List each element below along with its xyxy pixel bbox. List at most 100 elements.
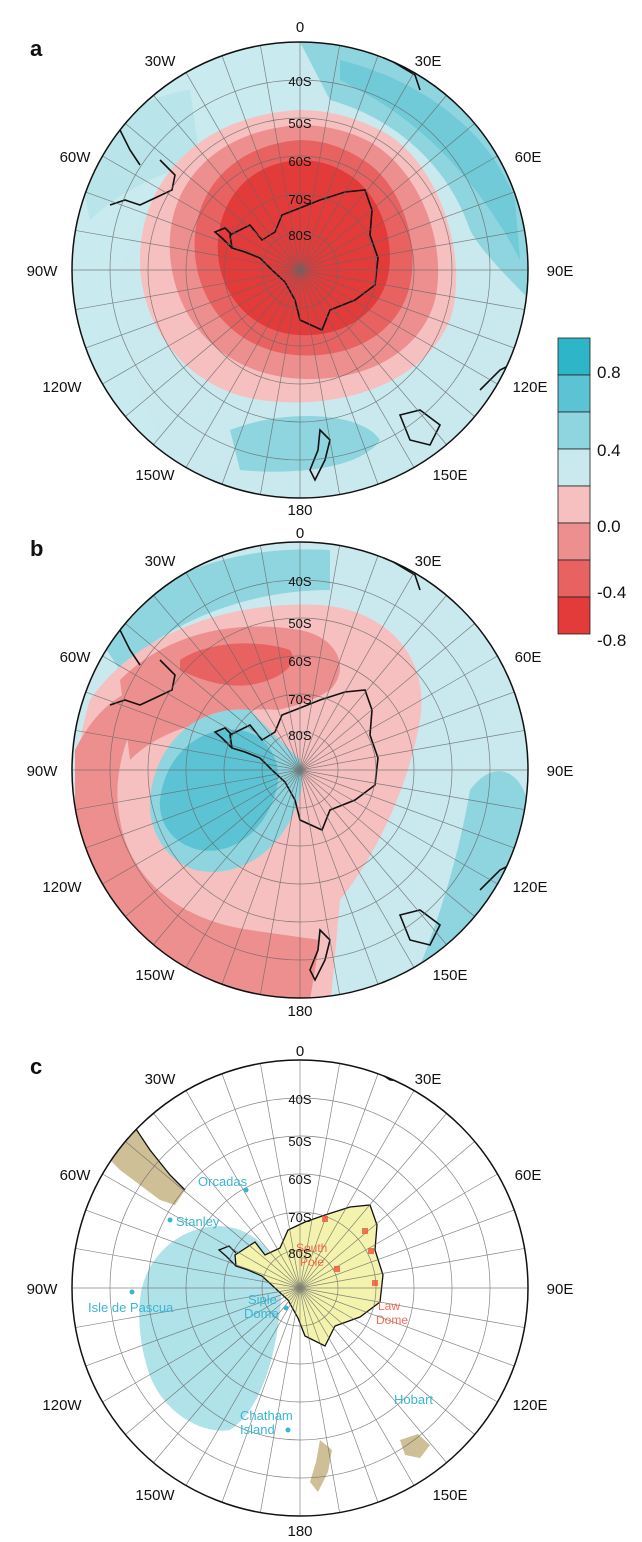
map-boundary-a — [71, 41, 529, 499]
site-label-orcadas: Orcadas — [198, 1174, 248, 1189]
station-dot-orcadas — [243, 1187, 249, 1193]
red-marker-3 — [368, 1248, 374, 1254]
meridian-line — [299, 623, 475, 771]
meridian-line — [299, 269, 447, 445]
meridian-line — [260, 1287, 301, 1513]
lon-label-0: 0 — [296, 1043, 304, 1060]
meridian-line — [260, 545, 301, 771]
lat-label-70s: 70S — [288, 692, 311, 707]
meridian-line — [299, 155, 498, 271]
lat-label-50s: 50S — [288, 1134, 311, 1149]
meridian-line — [85, 191, 301, 271]
meridian-line — [299, 1248, 525, 1289]
meridian-line — [299, 1287, 525, 1328]
meridian-line — [153, 1287, 301, 1463]
map-boundary-c — [71, 1059, 529, 1517]
site-label-siple-dome: Dome — [244, 1306, 279, 1321]
meridian-line — [299, 1287, 340, 1513]
lon-label-90w: 90W — [27, 263, 59, 280]
meridian-line — [299, 1141, 475, 1289]
meridian-line — [153, 95, 301, 271]
panel-letter-b: b — [30, 536, 43, 561]
meridian-line — [102, 269, 301, 385]
meridian-line — [102, 155, 301, 271]
lon-label-0: 0 — [296, 525, 304, 542]
lon-label-30e: 30E — [415, 53, 442, 70]
lat-label-40s: 40S — [288, 74, 311, 89]
meridian-line — [75, 269, 301, 310]
station-dot-isle — [129, 1289, 135, 1295]
meridian-line — [299, 230, 525, 271]
meridian-line — [299, 595, 447, 771]
lon-label-0: 0 — [296, 19, 304, 36]
meridian-line — [125, 769, 301, 917]
colorbar-label-0.8: 0.8 — [597, 363, 621, 382]
meridian-line — [153, 269, 301, 445]
meridian-line — [75, 769, 301, 810]
lon-label-60e: 60E — [515, 149, 542, 166]
lat-label-70s: 70S — [288, 1210, 311, 1225]
meridian-line — [299, 1287, 415, 1486]
lon-label-60w: 60W — [60, 649, 92, 666]
lat-label-50s: 50S — [288, 116, 311, 131]
lat-label-70s: 70S — [288, 192, 311, 207]
meridian-line — [299, 769, 475, 917]
lon-label-150e: 150E — [432, 1487, 467, 1504]
meridian-line — [85, 1287, 301, 1367]
meridian-line — [125, 623, 301, 771]
red-site-markers — [322, 1216, 378, 1286]
lon-label-120w: 120W — [42, 1397, 82, 1414]
meridian-line — [185, 269, 301, 468]
lon-label-180: 180 — [287, 1003, 312, 1020]
station-dot-siple — [283, 1305, 289, 1311]
site-label-siple: Siple — [248, 1292, 277, 1307]
meridian-line — [299, 72, 415, 271]
meridian-line — [299, 1287, 447, 1463]
site-label-isle-de-pascua: Isle de Pascua — [88, 1300, 174, 1315]
meridian-line — [299, 1287, 515, 1367]
lon-label-30w: 30W — [145, 53, 177, 70]
colorbar-label-neg0.4: -0.4 — [597, 583, 626, 602]
site-label-chatham: Chatham — [240, 1408, 293, 1423]
meridian-line — [299, 269, 515, 349]
meridian-line — [260, 769, 301, 995]
meridian-line — [299, 655, 498, 771]
meridian-line — [85, 1209, 301, 1289]
meridian-line — [85, 769, 301, 849]
lon-label-180: 180 — [287, 502, 312, 519]
meridian-line — [299, 269, 525, 310]
red-marker-2 — [362, 1228, 368, 1234]
meridian-line — [185, 1287, 301, 1486]
graticule-b — [72, 542, 528, 998]
meridian-line — [85, 691, 301, 771]
meridian-line — [102, 769, 301, 885]
lon-label-90e: 90E — [547, 1281, 574, 1298]
red-marker-4 — [372, 1280, 378, 1286]
lat-label-80s: 80S — [288, 1246, 311, 1261]
meridian-line — [299, 769, 415, 968]
lon-label-120e: 120E — [512, 379, 547, 396]
meridian-line — [299, 1287, 475, 1435]
lon-label-150e: 150E — [432, 967, 467, 984]
meridian-line — [221, 269, 301, 485]
meridian-line — [75, 1287, 301, 1328]
meridian-line — [299, 191, 515, 271]
meridian-line — [185, 1090, 301, 1289]
lon-label-120w: 120W — [42, 379, 82, 396]
meridian-line — [299, 45, 340, 271]
map-panel-a: a 0 30E 60E 90E 120E 150E 180 150W 120W … — [27, 19, 574, 519]
panel-letter-a: a — [30, 36, 43, 61]
lat-label-40s: 40S — [288, 574, 311, 589]
meridian-line — [75, 1248, 301, 1289]
meridian-line — [299, 572, 415, 771]
meridian-line — [299, 730, 525, 771]
lat-label-40s: 40S — [288, 1092, 311, 1107]
colorbar-swatch — [557, 337, 591, 376]
meridian-line — [299, 1173, 498, 1289]
meridian-line — [260, 45, 301, 271]
colorbar-label-neg0.8: -0.8 — [597, 631, 626, 650]
meridian-line — [260, 269, 301, 495]
meridian-line — [153, 1113, 301, 1289]
lat-label-60s: 60S — [288, 654, 311, 669]
meridian-line — [221, 1287, 301, 1503]
